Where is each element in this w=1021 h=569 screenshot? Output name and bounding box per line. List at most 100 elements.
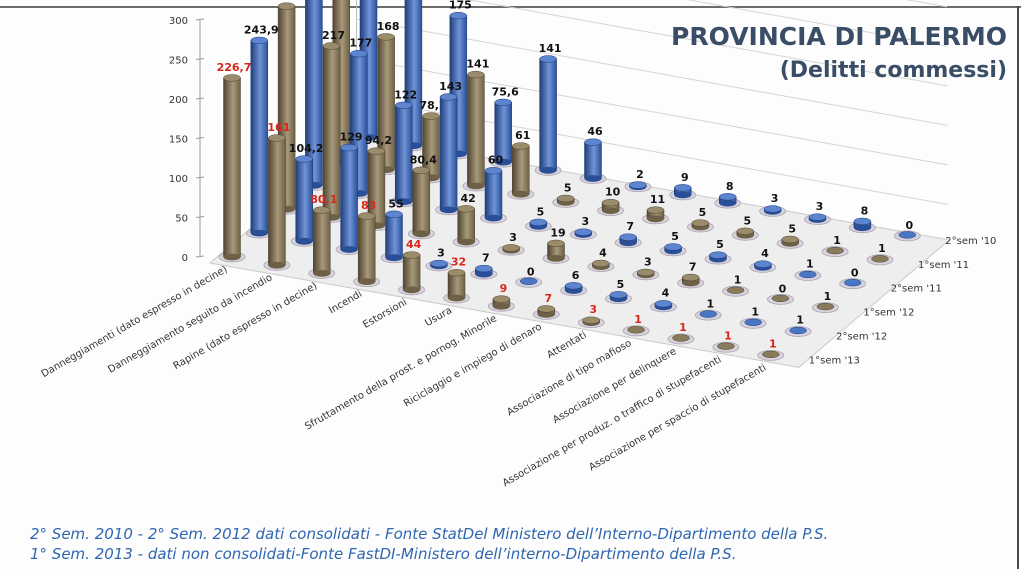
data-label: 1 (724, 329, 732, 342)
y-tick-mark (195, 97, 205, 100)
data-label: 3 (771, 192, 779, 205)
bar (667, 333, 695, 345)
data-label: 1 (751, 306, 759, 319)
bar (487, 295, 515, 312)
data-label: 5 (716, 238, 724, 251)
bar (650, 300, 677, 313)
gridline (467, 0, 948, 87)
series-axis-label: 1°sem '12 (863, 308, 914, 319)
data-label: 2 (636, 168, 644, 181)
data-label: 217 (322, 29, 345, 42)
bar (443, 269, 470, 304)
data-label: 55 (388, 197, 403, 210)
bar (398, 251, 426, 296)
data-label: 168 (377, 20, 400, 33)
data-label: 8 (726, 180, 734, 193)
y-tick-label: 50 (175, 214, 188, 225)
bar (632, 268, 660, 281)
bar (290, 155, 318, 247)
data-label: 9 (500, 282, 508, 295)
data-label: 78,2 (419, 99, 446, 112)
bar (722, 285, 749, 297)
bar (577, 316, 605, 329)
bar (759, 205, 786, 217)
source-note-2: 1° Sem. 2013 - dati non consolidati-Font… (30, 545, 737, 563)
data-label: 0 (905, 219, 913, 232)
bar (694, 309, 722, 321)
data-label: 3 (644, 255, 652, 268)
series-axis-label: 2°sem '12 (836, 332, 887, 343)
data-label: 6 (572, 269, 580, 282)
bar (552, 194, 580, 208)
data-label: 1 (824, 290, 832, 303)
bar (605, 291, 632, 305)
bar (462, 70, 490, 192)
bar (507, 142, 535, 200)
bar (380, 210, 408, 264)
y-tick-label: 300 (169, 16, 188, 27)
bar (597, 199, 624, 217)
data-label: 94,2 (365, 134, 392, 147)
bar (263, 134, 291, 271)
bar (218, 74, 246, 263)
bar (669, 184, 697, 201)
bar (569, 228, 597, 240)
data-label: 1 (706, 297, 714, 310)
data-label: 80,4 (410, 153, 437, 166)
y-tick-mark (195, 255, 205, 258)
bar (515, 276, 543, 288)
data-label: 1 (878, 242, 886, 255)
bar (866, 254, 894, 266)
bar (704, 251, 732, 265)
y-tick-label: 0 (182, 253, 188, 264)
bar (470, 264, 498, 280)
data-label: 143 (439, 80, 462, 93)
data-label: 80,1 (310, 193, 337, 206)
y-tick-label: 100 (169, 174, 188, 185)
data-label: 3 (509, 231, 517, 244)
data-label: 226,7 (217, 61, 252, 74)
data-label: 61 (515, 129, 530, 142)
bar (480, 167, 507, 224)
gridline (906, 0, 948, 8)
bar (749, 260, 777, 273)
data-label: 60 (488, 154, 504, 167)
data-label: 1 (634, 313, 642, 326)
category-label: Associazione per produz. o traffico di s… (501, 354, 724, 489)
data-label: 8 (861, 204, 869, 217)
bar (560, 282, 587, 296)
data-label: 5 (671, 230, 679, 243)
bar (362, 147, 390, 232)
data-label: 177 (349, 37, 372, 50)
right-border-line (1017, 6, 1019, 569)
data-label: 7 (626, 220, 634, 233)
data-label: 243,9 (244, 23, 279, 36)
data-label: 257 (277, 0, 300, 2)
data-label: 104,2 (289, 142, 324, 155)
data-label: 7 (544, 292, 552, 305)
bar (525, 218, 552, 232)
y-tick-label: 200 (169, 95, 188, 106)
data-label: 7 (689, 260, 697, 273)
gridline (686, 0, 948, 47)
bar (794, 270, 822, 281)
series-axis-label: 1°sem '11 (918, 260, 969, 271)
bar (659, 243, 687, 257)
data-label: 5 (537, 205, 545, 218)
data-label: 32 (451, 256, 466, 269)
bar (614, 233, 642, 249)
y-tick-mark (195, 58, 205, 60)
bar (534, 55, 562, 176)
data-label: 11 (650, 193, 665, 206)
bar (497, 244, 525, 256)
data-label: 129 (340, 131, 363, 144)
bar (425, 259, 453, 272)
series-axis-label: 1°sem '13 (809, 355, 860, 366)
data-label: 1 (734, 273, 742, 286)
bar (677, 273, 705, 289)
data-label: 1 (806, 258, 814, 271)
data-label: 4 (761, 247, 769, 260)
chart-title: PROVINCIA DI PALERMO (671, 22, 1007, 51)
data-label: 141 (466, 58, 489, 71)
